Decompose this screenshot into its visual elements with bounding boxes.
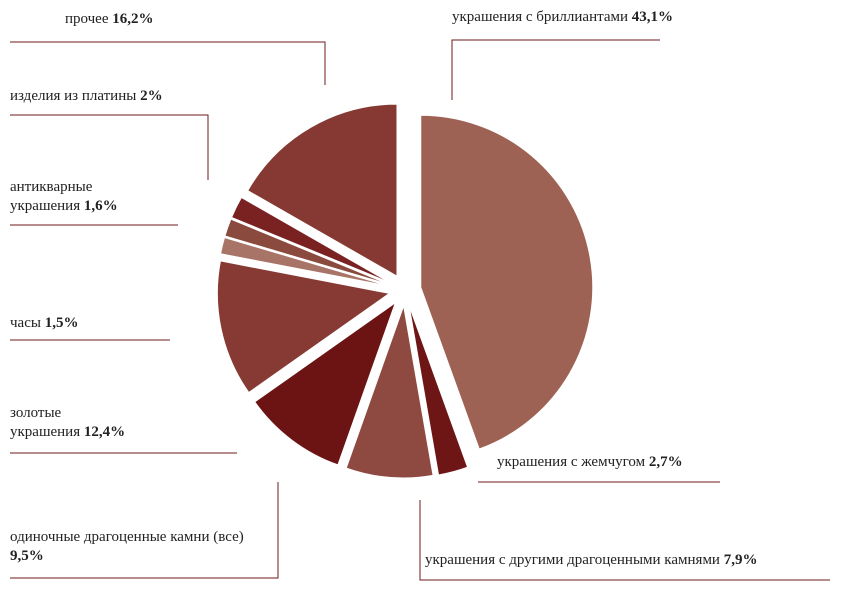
value-label: 2,7%: [648, 454, 683, 470]
pie-slice: [224, 218, 391, 286]
slice-label: украшения с бриллиантами 43,1%: [452, 8, 752, 27]
value-label: 43,1%: [631, 9, 674, 25]
category-label: украшения с бриллиантами: [452, 9, 629, 25]
value-label: 12,4%: [83, 424, 126, 440]
pie-slice: [230, 196, 391, 284]
slice-label: украшения с другими драгоценными камнями…: [425, 551, 845, 570]
category-label: изделия из платины: [10, 88, 137, 104]
slice-label: украшения с жемчугом 2,7%: [497, 453, 797, 472]
category-label: антикварные украшения: [10, 179, 93, 214]
leader-line: [10, 482, 279, 579]
pie-slice: [219, 236, 390, 287]
pie-slice: [216, 260, 391, 394]
slice-label: часы 1,5%: [10, 314, 210, 333]
value-label: 9,5%: [10, 548, 44, 564]
pie-slice: [345, 303, 434, 479]
pie-slice: [247, 103, 398, 278]
slice-label: прочее 16,2%: [65, 10, 315, 29]
category-label: часы: [10, 315, 41, 331]
slice-label: антикварные украшения 1,6%: [10, 178, 140, 216]
category-label: украшения с жемчугом: [497, 454, 646, 470]
leader-line: [419, 500, 830, 581]
slice-label: одиночные драгоценные камни (все) 9,5%: [10, 528, 272, 566]
value-label: 2%: [140, 88, 163, 104]
category-label: золотые украшения: [10, 405, 81, 440]
pie-slice: [408, 305, 469, 476]
leader-line: [10, 114, 209, 180]
slice-label: золотые украшения 12,4%: [10, 404, 130, 442]
category-label: украшения с другими драгоценными камнями: [425, 552, 720, 568]
leader-line: [10, 41, 326, 85]
value-label: 1,5%: [44, 315, 79, 331]
category-label: одиночные драгоценные камни (все): [10, 529, 244, 545]
slice-label: изделия из платины 2%: [10, 87, 260, 106]
leader-line: [451, 39, 660, 100]
pie-slice: [254, 301, 397, 466]
value-label: 1,6%: [83, 198, 118, 214]
value-label: 16,2%: [112, 11, 154, 27]
value-label: 7,9%: [723, 552, 758, 568]
pie-slice: [420, 114, 594, 450]
category-label: прочее: [65, 11, 109, 27]
